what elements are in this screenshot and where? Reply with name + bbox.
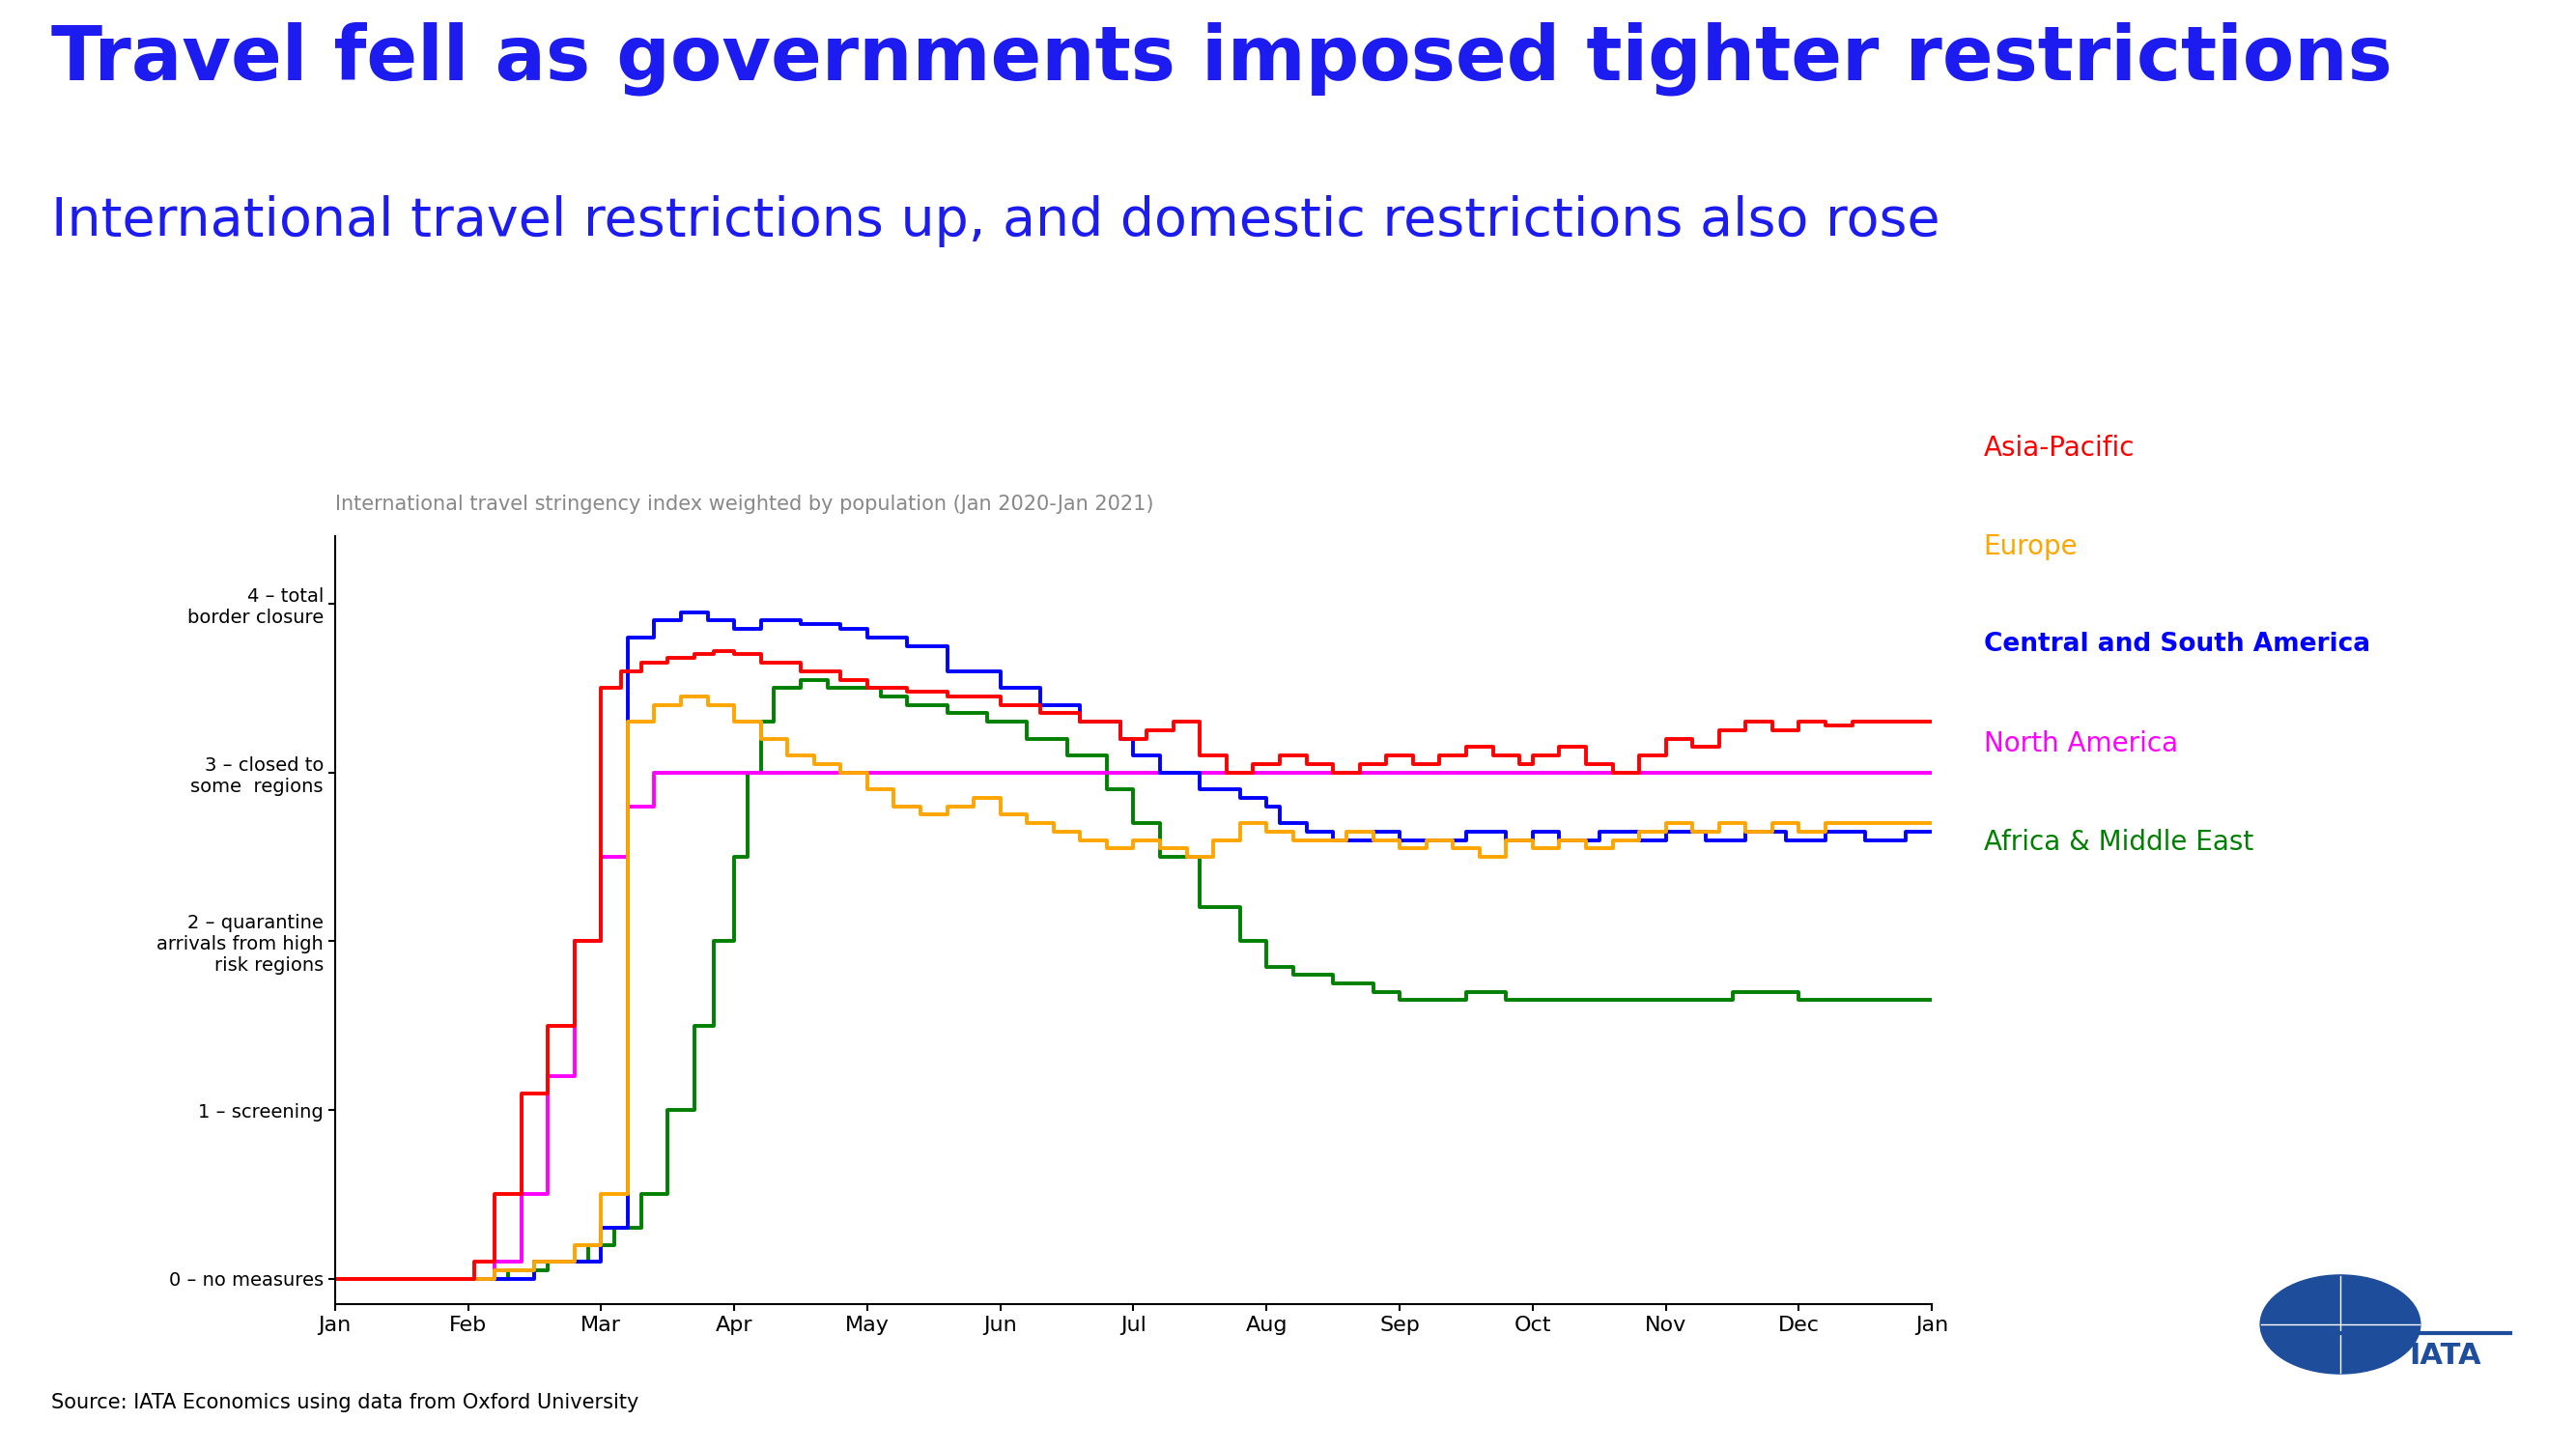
Text: International travel restrictions up, and domestic restrictions also rose: International travel restrictions up, an…	[52, 196, 1940, 248]
Text: Central and South America: Central and South America	[1984, 632, 2370, 656]
Circle shape	[2262, 1275, 2419, 1374]
Text: International travel stringency index weighted by population (Jan 2020-Jan 2021): International travel stringency index we…	[335, 496, 1154, 514]
Text: IATA: IATA	[2409, 1342, 2481, 1369]
Text: Europe: Europe	[1984, 533, 2079, 561]
Text: North America: North America	[1984, 730, 2177, 758]
Text: Asia-Pacific: Asia-Pacific	[1984, 435, 2136, 462]
Text: Africa & Middle East: Africa & Middle East	[1984, 829, 2254, 856]
Text: Travel fell as governments imposed tighter restrictions: Travel fell as governments imposed tight…	[52, 22, 2393, 96]
Text: Source: IATA Economics using data from Oxford University: Source: IATA Economics using data from O…	[52, 1394, 639, 1413]
